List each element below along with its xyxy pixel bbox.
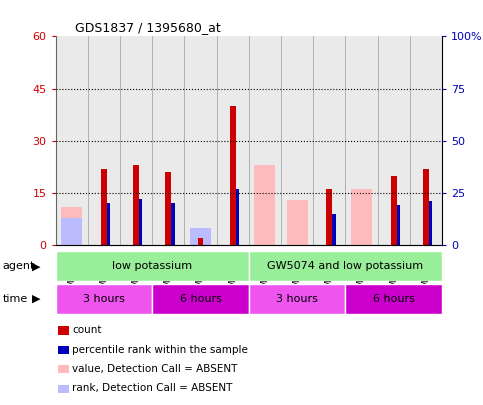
Bar: [236, 189, 239, 245]
Bar: [429, 201, 432, 245]
Bar: [101, 168, 107, 245]
Text: ▶: ▶: [32, 294, 41, 304]
Bar: [230, 106, 236, 245]
Bar: [152, 36, 185, 245]
Bar: [61, 207, 82, 245]
Text: GW5074 and low potassium: GW5074 and low potassium: [267, 261, 424, 271]
Bar: [88, 36, 120, 245]
Bar: [391, 175, 397, 245]
Bar: [249, 284, 345, 314]
Bar: [286, 200, 308, 245]
Bar: [216, 36, 249, 245]
Text: 3 hours: 3 hours: [83, 294, 125, 304]
Text: time: time: [2, 294, 28, 304]
Bar: [133, 165, 139, 245]
Bar: [397, 205, 400, 245]
Text: 3 hours: 3 hours: [276, 294, 318, 304]
Text: ▶: ▶: [32, 262, 41, 271]
Bar: [165, 172, 171, 245]
Bar: [107, 203, 110, 245]
Bar: [410, 36, 442, 245]
Bar: [378, 36, 410, 245]
Bar: [332, 214, 336, 245]
Text: count: count: [72, 325, 102, 335]
Bar: [56, 36, 88, 245]
Bar: [171, 203, 175, 245]
Bar: [249, 251, 442, 281]
Bar: [327, 190, 332, 245]
Bar: [281, 36, 313, 245]
Bar: [313, 36, 345, 245]
Bar: [56, 284, 152, 314]
Bar: [61, 218, 82, 245]
Text: 6 hours: 6 hours: [180, 294, 221, 304]
Bar: [139, 199, 142, 245]
Bar: [255, 165, 275, 245]
Bar: [152, 284, 249, 314]
Bar: [198, 238, 203, 245]
Text: 6 hours: 6 hours: [373, 294, 414, 304]
Bar: [345, 36, 378, 245]
Text: low potassium: low potassium: [112, 261, 192, 271]
Text: percentile rank within the sample: percentile rank within the sample: [72, 345, 248, 354]
Bar: [249, 36, 281, 245]
Text: GDS1837 / 1395680_at: GDS1837 / 1395680_at: [75, 21, 221, 34]
Bar: [56, 251, 249, 281]
Bar: [351, 190, 372, 245]
Bar: [185, 36, 216, 245]
Bar: [190, 228, 211, 245]
Text: rank, Detection Call = ABSENT: rank, Detection Call = ABSENT: [72, 384, 233, 393]
Bar: [120, 36, 152, 245]
Bar: [345, 284, 442, 314]
Text: value, Detection Call = ABSENT: value, Detection Call = ABSENT: [72, 364, 238, 374]
Bar: [190, 238, 211, 245]
Bar: [423, 168, 429, 245]
Text: agent: agent: [2, 262, 35, 271]
